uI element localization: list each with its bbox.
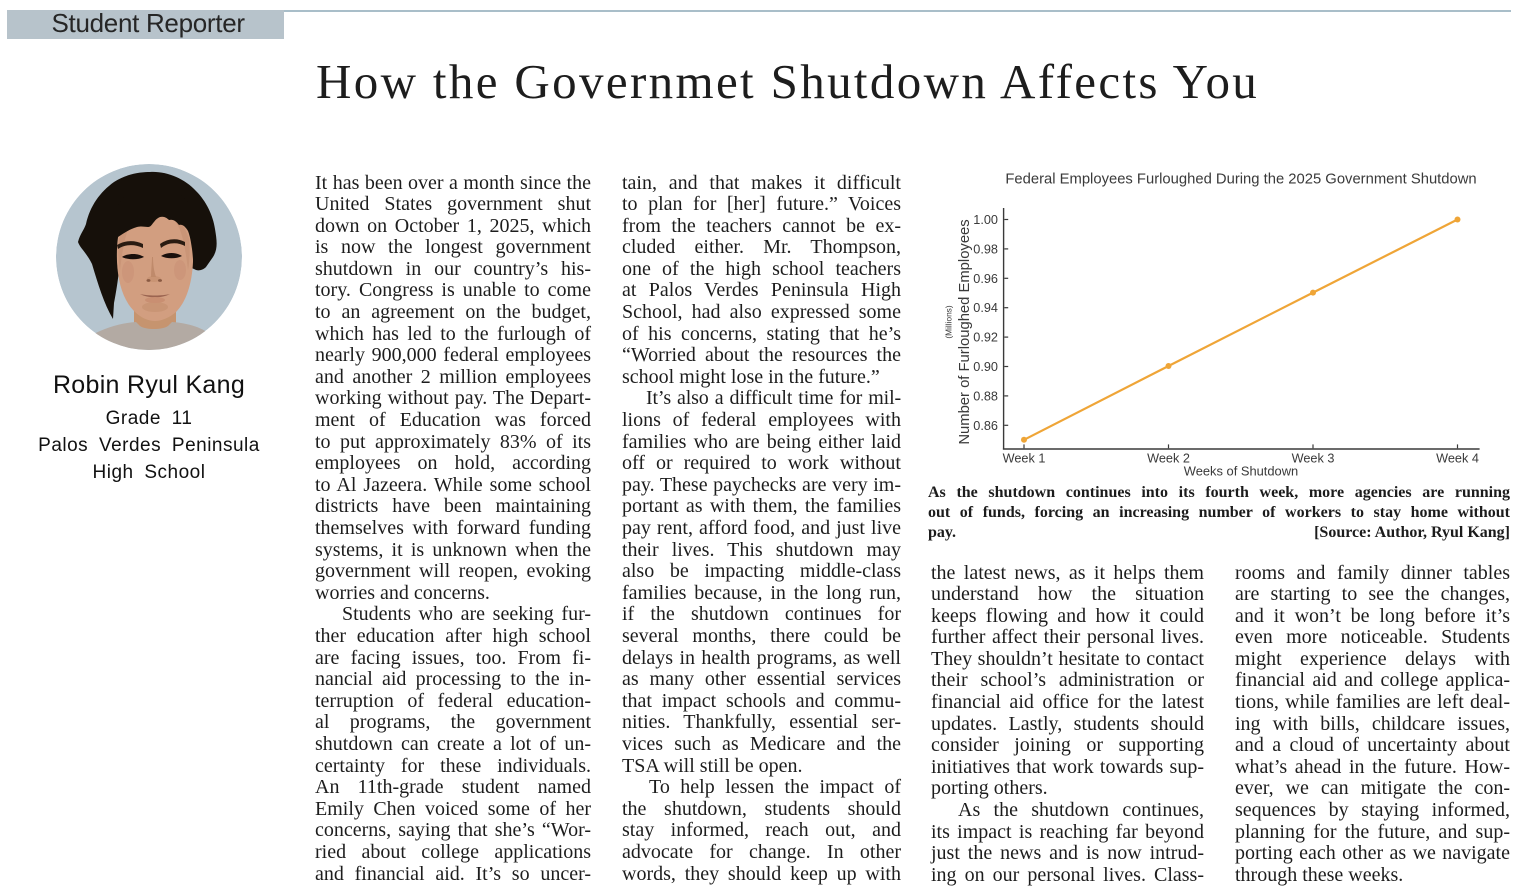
svg-text:0.88: 0.88 — [973, 389, 998, 403]
svg-text:Number of Furloughed Employees: Number of Furloughed Employees — [957, 219, 973, 444]
svg-text:1.00: 1.00 — [973, 213, 998, 227]
svg-text:0.94: 0.94 — [973, 301, 998, 315]
svg-text:(Millions): (Millions) — [944, 305, 954, 338]
svg-text:Week 4: Week 4 — [1436, 452, 1479, 466]
svg-text:Weeks of Shutdown: Weeks of Shutdown — [1184, 463, 1298, 478]
svg-text:0.86: 0.86 — [973, 419, 998, 433]
svg-text:0.96: 0.96 — [973, 272, 998, 286]
svg-text:0.92: 0.92 — [973, 331, 998, 345]
svg-text:0.98: 0.98 — [973, 242, 998, 256]
svg-text:Week 2: Week 2 — [1147, 452, 1190, 466]
svg-text:Week 1: Week 1 — [1003, 452, 1046, 466]
svg-text:0.90: 0.90 — [973, 360, 998, 374]
svg-text:Federal Employees Furloughed D: Federal Employees Furloughed During the … — [1005, 172, 1476, 188]
svg-text:Week 3: Week 3 — [1292, 452, 1335, 466]
